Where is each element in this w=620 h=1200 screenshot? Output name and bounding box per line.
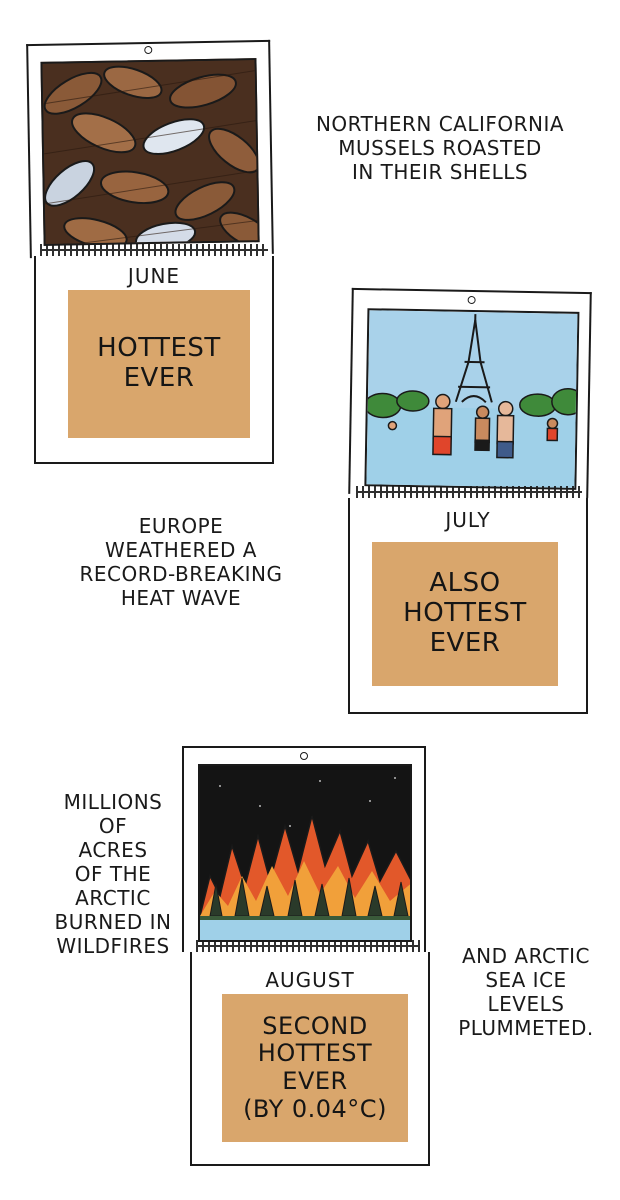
month-label: JULY (445, 508, 491, 532)
june-calendar-top (26, 39, 274, 259)
june-calendar-bottom: JUNE HOTTEST EVER (34, 256, 274, 464)
july-calendar-bottom: JULY ALSO HOTTEST EVER (348, 498, 588, 714)
hanging-hole-icon (144, 45, 153, 55)
eiffel-tower-swimmers-image (364, 308, 580, 490)
temperature-box: HOTTEST EVER (68, 290, 250, 438)
june-caption: NORTHERN CALIFORNIA MUSSELS ROASTED IN T… (315, 112, 565, 184)
august-calendar-top (182, 746, 426, 952)
temperature-box: ALSO HOTTEST EVER (372, 542, 558, 686)
august-caption-right: AND ARCTIC SEA ICE LEVELS PLUMMETED. (458, 944, 594, 1040)
hanging-hole-icon (467, 295, 476, 305)
spiral-binding (196, 940, 420, 954)
hanging-hole-icon (300, 752, 308, 760)
wildfire-image (198, 764, 412, 942)
july-calendar-top (348, 287, 592, 499)
mussels-image (40, 58, 260, 246)
spiral-binding (40, 244, 268, 258)
spiral-binding (356, 486, 582, 500)
august-caption-left: MILLIONS OF ACRES OF THE ARCTIC BURNED I… (54, 790, 172, 958)
month-label: JUNE (127, 264, 181, 288)
august-calendar-bottom: AUGUST SECOND HOTTEST EVER (BY 0.04°C) (190, 952, 430, 1166)
july-caption: EUROPE WEATHERED A RECORD-BREAKING HEAT … (79, 514, 283, 610)
month-label: AUGUST (265, 968, 355, 992)
temperature-box: SECOND HOTTEST EVER (BY 0.04°C) (222, 994, 408, 1142)
